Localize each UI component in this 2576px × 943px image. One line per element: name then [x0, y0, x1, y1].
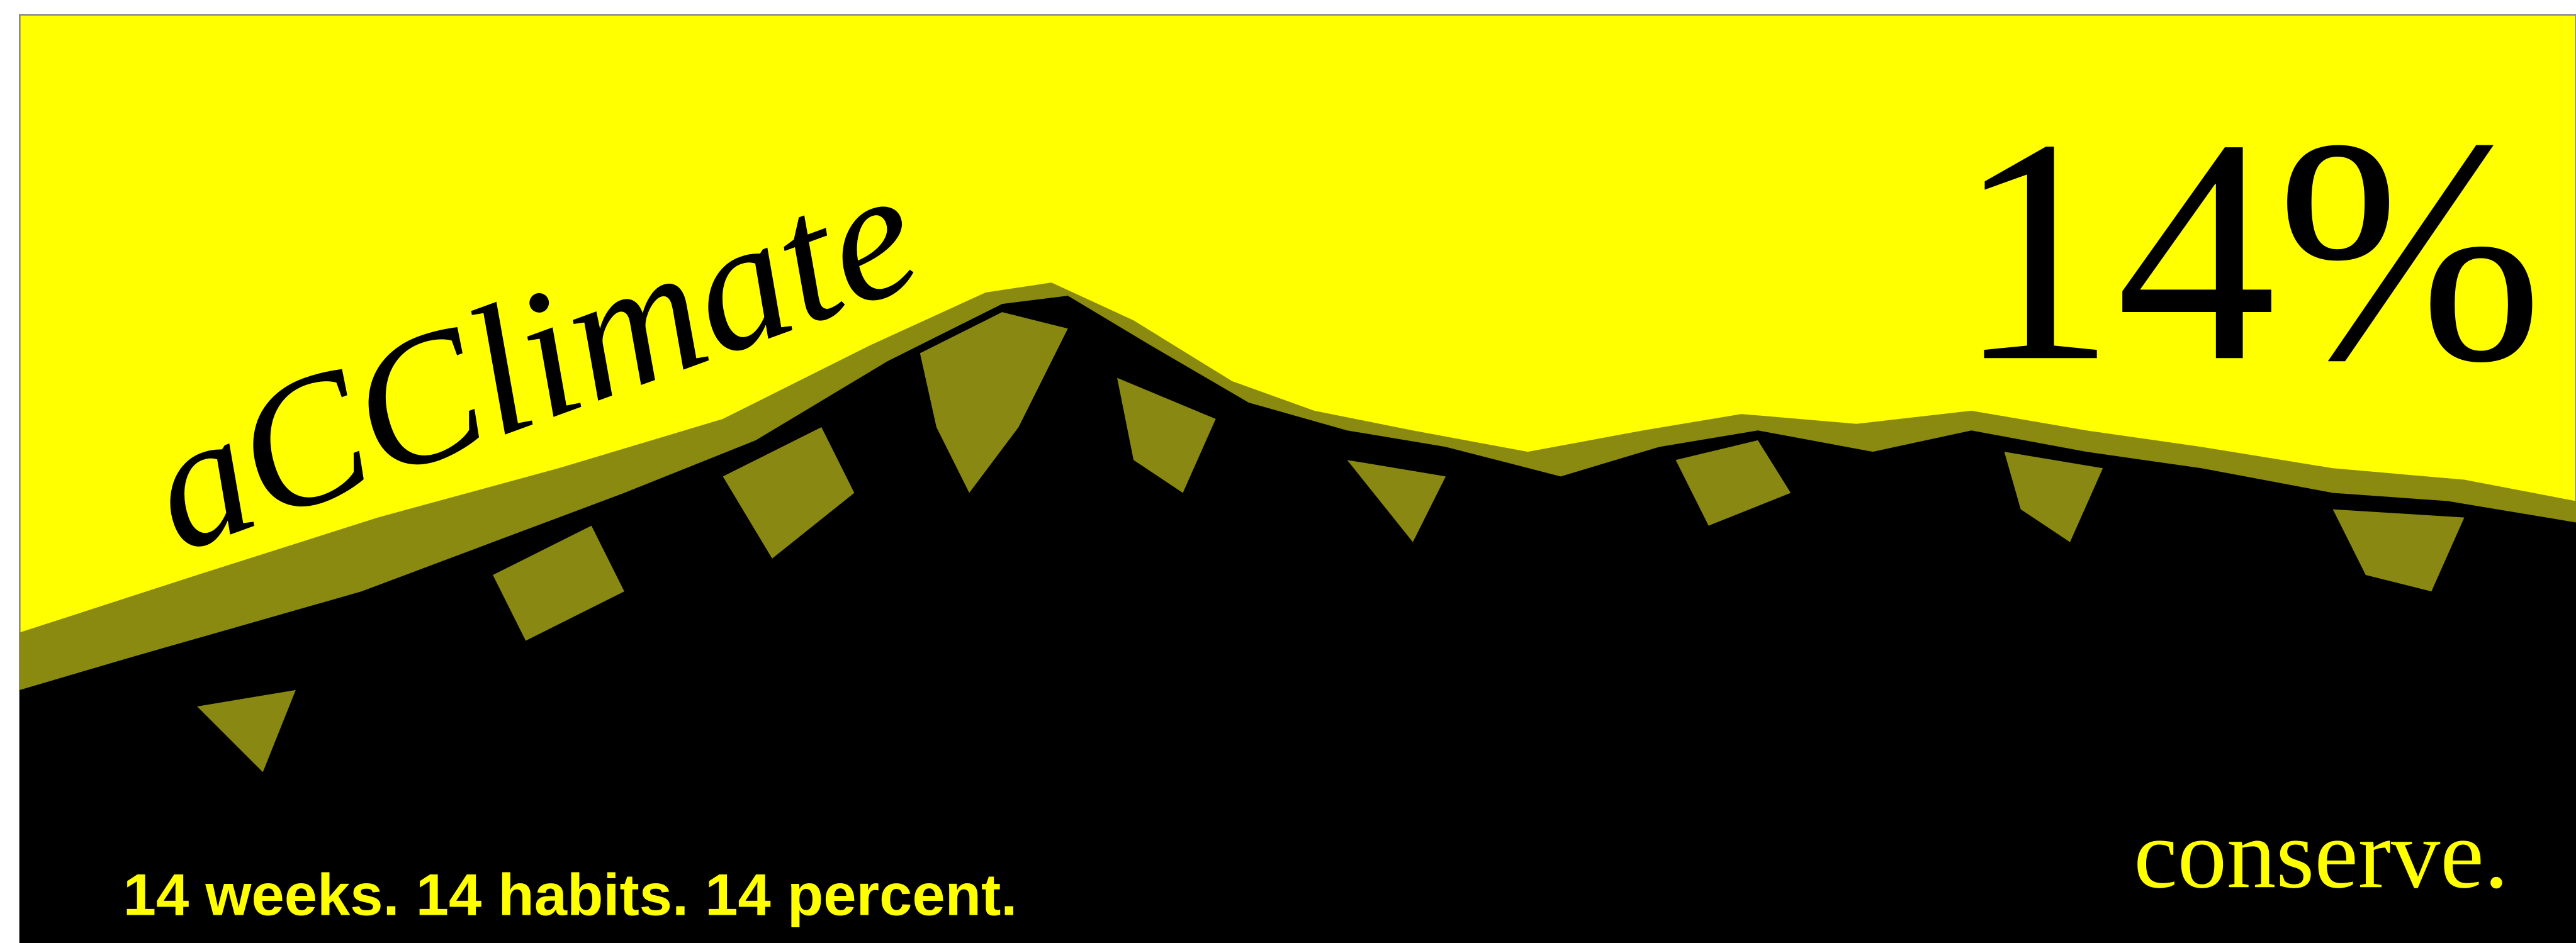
tagline: 14 weeks. 14 habits. 14 percent. [123, 862, 1018, 928]
mountain [20, 296, 2576, 943]
headline: 14% [1956, 73, 2543, 428]
ridge-texture [197, 312, 2465, 773]
call-to-action: conserve. [2134, 799, 2509, 908]
